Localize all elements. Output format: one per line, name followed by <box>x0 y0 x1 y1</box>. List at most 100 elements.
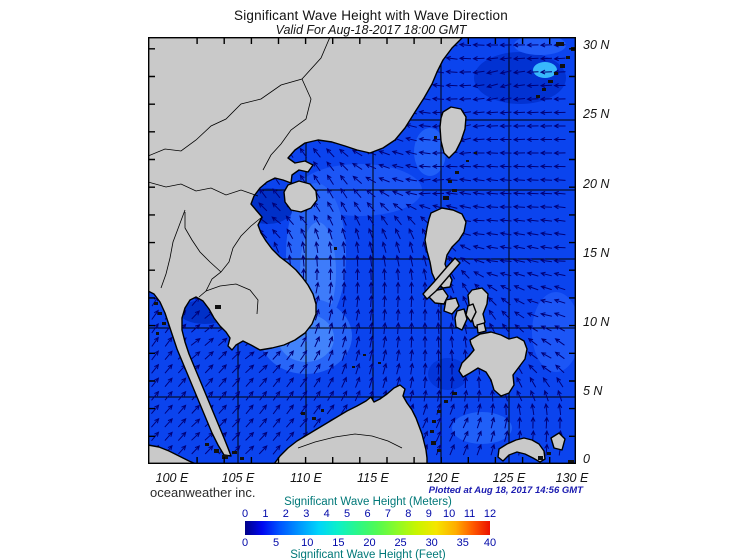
small-island <box>548 80 553 83</box>
country-border <box>184 212 222 273</box>
small-island <box>378 362 381 364</box>
feet-tick-label: 20 <box>363 537 376 549</box>
landmass <box>458 331 528 397</box>
small-island <box>352 366 355 368</box>
landmass <box>465 303 477 323</box>
colorbar-gradient <box>245 521 490 535</box>
meters-tick-label: 10 <box>443 508 456 520</box>
feet-tick-label: 15 <box>332 537 345 549</box>
legend-title-meters: Significant Wave Height (Meters) <box>284 496 452 508</box>
meters-tick-label: 7 <box>384 508 391 520</box>
small-island <box>363 354 366 356</box>
feet-tick-label: 10 <box>301 537 314 549</box>
small-island <box>301 412 305 415</box>
small-island <box>434 136 437 139</box>
meters-tick-label: 3 <box>303 508 310 520</box>
country-border <box>198 216 263 298</box>
small-island <box>162 322 166 325</box>
small-island <box>566 56 570 59</box>
small-island <box>554 72 558 75</box>
small-island <box>437 449 441 452</box>
wave-height-band <box>452 412 512 444</box>
country-border <box>148 37 331 157</box>
small-island <box>474 152 477 154</box>
chart-title: Significant Wave Height with Wave Direct… <box>234 8 508 23</box>
legend-title-feet: Significant Wave Height (Feet) <box>290 549 446 560</box>
small-island <box>321 409 324 412</box>
small-island <box>232 451 237 454</box>
feet-tick-label: 40 <box>483 537 497 549</box>
country-border <box>262 78 312 171</box>
meters-tick-label: 11 <box>463 508 476 520</box>
meters-tick-label: 5 <box>344 508 351 520</box>
small-island <box>430 430 434 433</box>
lon-label: 110 E <box>290 471 322 485</box>
country-border <box>297 433 403 449</box>
feet-tick-label: 5 <box>273 537 280 549</box>
small-island <box>334 247 337 250</box>
small-island <box>452 189 457 192</box>
small-island <box>158 312 162 315</box>
small-island <box>205 443 209 446</box>
lat-label: 30 N <box>583 38 610 52</box>
axis-ticks <box>148 37 576 464</box>
small-island <box>437 410 441 413</box>
landmass <box>443 297 460 315</box>
lon-label: 100 E <box>155 471 189 485</box>
small-island <box>560 64 565 68</box>
lon-label: 130 E <box>555 471 589 485</box>
small-island <box>536 95 540 98</box>
landmass <box>283 180 318 213</box>
meters-tick-label: 0 <box>241 508 249 520</box>
credit-text: oceanweather inc. <box>150 485 256 500</box>
lon-label: 115 E <box>357 471 389 485</box>
small-island <box>568 460 574 464</box>
landmass <box>497 437 546 463</box>
small-island <box>443 196 449 200</box>
feet-tick-label: 35 <box>456 537 469 549</box>
country-border <box>205 283 259 315</box>
country-border <box>148 181 259 197</box>
meters-tick-label: 12 <box>483 508 497 520</box>
meters-tick-label: 4 <box>323 508 330 520</box>
chart-subtitle: Valid For Aug-18-2017 18:00 GMT <box>275 23 467 37</box>
small-island <box>448 180 452 183</box>
lon-label: 105 E <box>221 471 255 485</box>
small-island <box>240 457 244 460</box>
small-island <box>547 452 551 455</box>
plotted-timestamp: Plotted at Aug 18, 2017 14:56 GMT <box>428 485 583 496</box>
country-border <box>160 209 186 289</box>
landmass <box>454 308 468 331</box>
meters-tick-label: 6 <box>364 508 371 520</box>
small-island <box>312 417 316 420</box>
small-island <box>452 392 457 395</box>
meters-tick-label: 2 <box>282 508 289 520</box>
landmass <box>439 106 467 159</box>
small-island <box>432 420 436 423</box>
lat-label: 10 N <box>583 315 610 329</box>
lat-label: 20 N <box>583 177 610 191</box>
wave-height-band <box>532 292 576 372</box>
landmass <box>424 207 467 289</box>
small-island <box>431 441 436 445</box>
small-island <box>214 449 219 453</box>
lat-label: 0 <box>583 452 590 466</box>
small-island <box>156 332 159 335</box>
small-island <box>556 42 564 46</box>
landmass <box>148 37 464 457</box>
small-island <box>538 456 543 460</box>
landmass <box>273 384 428 464</box>
small-island <box>444 400 448 403</box>
lat-label: 15 N <box>583 246 610 260</box>
wave-height-map <box>148 37 576 464</box>
small-island <box>466 160 469 162</box>
landmass <box>422 257 461 300</box>
landmass <box>148 444 197 464</box>
meters-tick-label: 1 <box>262 508 269 520</box>
lon-label: 125 E <box>492 471 526 485</box>
wave-height-band <box>533 62 557 78</box>
small-island <box>154 302 158 305</box>
feet-tick-label: 30 <box>425 537 438 549</box>
wave-height-band <box>514 37 566 55</box>
